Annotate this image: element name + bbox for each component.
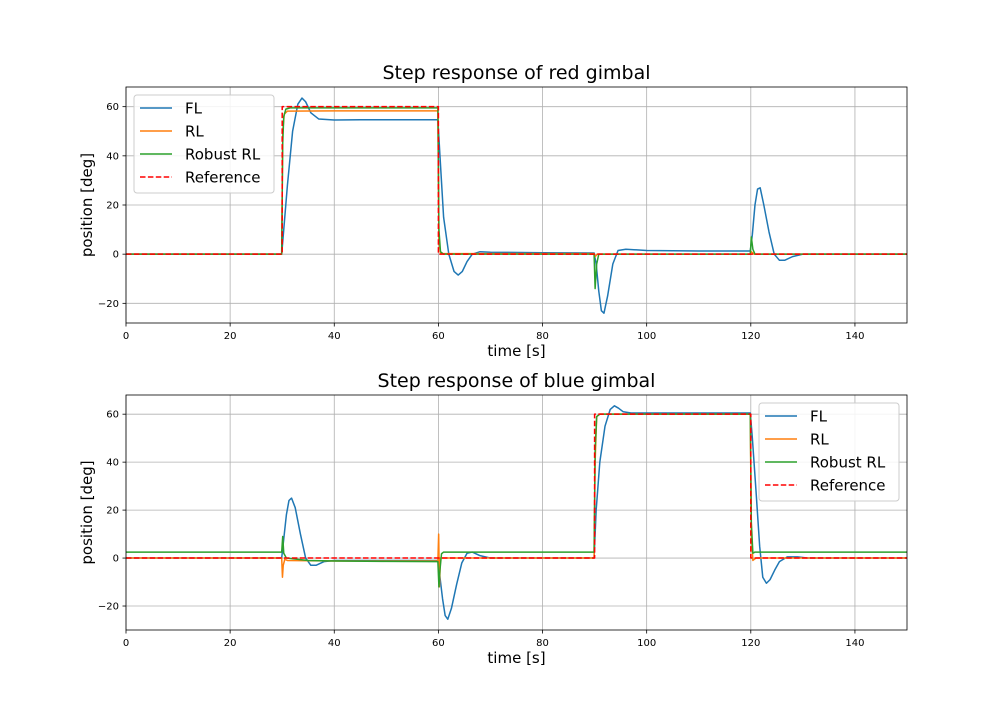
x-tick-label: 80 [536,638,549,649]
y-tick-label: 0 [113,554,119,565]
legend: FL RL Robust RL Reference [758,402,900,502]
legend-box [758,402,900,502]
x-tick-label: 40 [328,638,341,649]
chart-1: 0 20 40 60 80 100 120 140 −20 0 20 40 60 Step respons… [78,62,908,360]
legend-label: Robust RL [185,146,261,164]
x-tick-label: 40 [328,331,341,342]
chart-title: Step response of red gimbal [382,62,650,84]
x-tick-label: 80 [536,331,549,342]
legend-label: Robust RL [810,454,886,472]
x-tick-label: 140 [845,638,864,649]
legend-label: Reference [810,477,886,495]
series-line-fl [126,405,907,620]
chart-title: Step response of blue gimbal [378,370,656,392]
y-tick-label: 40 [106,151,119,162]
legend-label: FL [810,408,828,426]
legend-label: RL [810,431,829,449]
y-tick-label: 60 [106,410,119,421]
y-tick-label: 40 [106,458,119,469]
chart-2: 0 20 40 60 80 100 120 140 −20 0 20 40 60 Step respons… [78,370,908,667]
x-tick-label: 20 [224,331,237,342]
x-tick-label: 0 [123,331,129,342]
y-axis-label: position [deg] [78,153,96,257]
legend-label: RL [185,123,204,141]
series-line-fl [126,97,907,314]
x-tick-label: 60 [432,638,445,649]
y-tick-label: 0 [113,250,119,261]
x-tick-label: 120 [741,331,760,342]
x-axis-label: time [s] [487,342,545,360]
x-tick-label: 20 [224,638,237,649]
series-group [126,97,907,314]
x-tick-label: 100 [637,331,656,342]
legend-box [133,94,275,194]
x-tick-label: 140 [845,331,864,342]
x-axis-label: time [s] [487,649,545,667]
series-line-reference [126,105,907,255]
x-tick-label: 60 [432,331,445,342]
legend-label: Reference [185,169,261,187]
x-tick-label: 100 [637,638,656,649]
series-line-reference [126,413,907,559]
y-axis-label: position [deg] [78,460,96,564]
legend-label: FL [185,100,203,118]
y-tick-label: −20 [98,299,119,310]
legend: FL RL Robust RL Reference [133,94,275,194]
y-tick-label: 60 [106,102,119,113]
plot-frame [125,394,908,631]
y-tick-label: 20 [106,506,119,517]
y-tick-label: −20 [98,602,119,613]
series-group [126,405,907,620]
x-tick-label: 0 [123,638,129,649]
y-tick-label: 20 [106,201,119,212]
x-tick-label: 120 [741,638,760,649]
